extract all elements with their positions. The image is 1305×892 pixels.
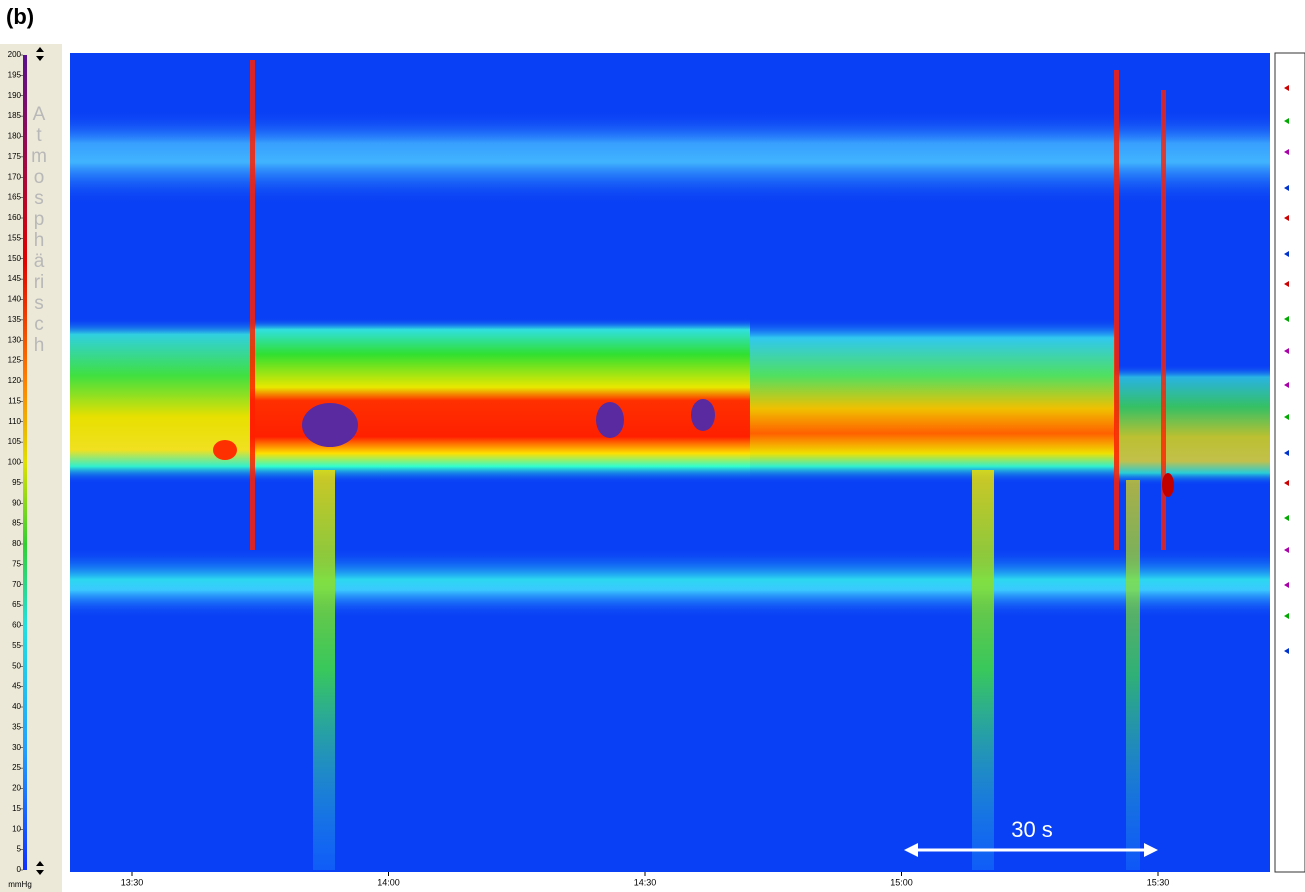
scale-panel — [0, 44, 62, 892]
y-tick-label: 195 — [8, 70, 22, 79]
y-tick-label: 180 — [8, 132, 22, 141]
scale-arrow — [904, 843, 1158, 857]
y-tick-label: 135 — [8, 315, 22, 324]
y-tick-label: 50 — [12, 661, 21, 670]
y-tick-label: 185 — [8, 111, 22, 120]
y-tick-label: 165 — [8, 193, 22, 202]
y-tick-label: 105 — [8, 437, 22, 446]
y-tick-label: 200 — [8, 50, 22, 59]
y-tick-label: 160 — [8, 213, 22, 222]
y-tick-label: 175 — [8, 152, 22, 161]
y-tick-label: 115 — [8, 396, 21, 405]
y-tick-label: 85 — [12, 519, 21, 528]
y-tick-label: 60 — [12, 621, 21, 630]
x-tick-label: 14:30 — [634, 877, 657, 887]
x-tick-label: 15:30 — [1147, 877, 1170, 887]
x-tick-label: 15:00 — [890, 877, 913, 887]
y-tick-label: 65 — [12, 600, 21, 609]
y-tick-label: 95 — [12, 478, 21, 487]
y-tick-label: 140 — [8, 295, 22, 304]
side-label: Atmosphärisch — [31, 104, 47, 356]
y-tick-label: 55 — [12, 641, 21, 650]
y-tick-label: 40 — [12, 702, 21, 711]
y-tick-label: 125 — [8, 356, 22, 365]
y-tick-label: 155 — [8, 233, 22, 242]
y-tick-label: 30 — [12, 743, 21, 752]
y-tick-label: 70 — [12, 580, 21, 589]
y-unit: mmHg — [8, 880, 32, 889]
y-tick-label: 80 — [12, 539, 21, 548]
y-tick-label: 0 — [17, 865, 22, 874]
y-tick-label: 75 — [12, 559, 21, 568]
y-tick-label: 35 — [12, 722, 21, 731]
x-tick-label: 13:30 — [121, 877, 144, 887]
y-tick-label: 130 — [8, 335, 22, 344]
y-tick-label: 45 — [12, 682, 21, 691]
y-tick-label: 10 — [12, 824, 21, 833]
panel-label: (b) — [6, 4, 34, 29]
y-tick-label: 145 — [8, 274, 22, 283]
x-tick-label: 14:00 — [377, 877, 400, 887]
y-tick-label: 25 — [12, 763, 21, 772]
y-tick-label: 90 — [12, 498, 21, 507]
marker-panel — [1274, 52, 1305, 873]
heatmap — [70, 53, 1270, 872]
y-tick-label: 190 — [8, 91, 22, 100]
y-tick-label: 100 — [8, 458, 22, 467]
y-tick-label: 170 — [8, 172, 22, 181]
y-tick-label: 110 — [8, 417, 21, 426]
markers[interactable] — [1284, 85, 1289, 654]
y-tick-label: 15 — [12, 804, 21, 813]
color-bar — [23, 55, 27, 870]
y-tick-label: 20 — [12, 784, 21, 793]
y-tick-label: 150 — [8, 254, 22, 263]
y-tick-label: 120 — [8, 376, 22, 385]
annotation: 30 s — [1011, 817, 1053, 842]
y-tick-label: 5 — [17, 845, 22, 854]
